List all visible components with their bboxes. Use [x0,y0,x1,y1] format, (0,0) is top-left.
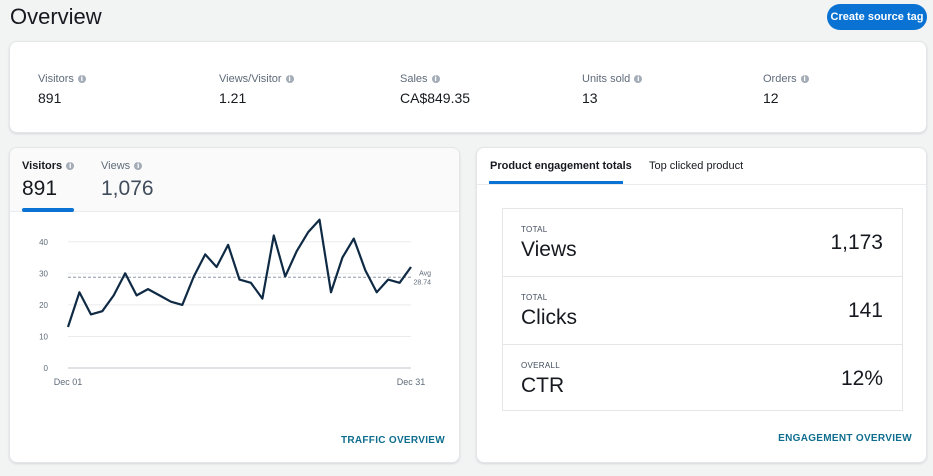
info-icon[interactable]: i [66,162,75,170]
y-tick-label: 0 [44,364,49,373]
active-tab-indicator [22,208,74,212]
stat-value: 12% [840,367,883,390]
tab-label: Views [101,160,131,172]
engagement-tabs: Product engagement totals Top clicked pr… [477,148,926,185]
page-title: Overview [10,4,102,29]
y-tick-label: 30 [39,269,48,278]
tab-views[interactable]: Views i 1,076 [101,160,154,201]
metric-sales: Sales i CA$849.35 [400,73,470,106]
traffic-tabs: Visitors i 891 Views i 1,076 [10,148,459,212]
traffic-card: Visitors i 891 Views i 1,076 0 10 20 30 40 Avg 2… [9,147,460,463]
y-tick-label: 10 [39,332,48,341]
tab-label: Visitors [22,160,63,172]
stat-ctr: OVERALL CTR 12% [503,345,902,413]
engagement-stats: TOTAL Views 1,173 TOTAL Clicks 141 OVERA… [502,208,903,411]
tab-top-clicked-product[interactable]: Top clicked product [649,160,744,172]
info-icon[interactable]: i [431,75,440,83]
info-icon[interactable]: i [800,75,809,83]
tab-value: 891 [22,177,58,200]
metric-value: 13 [582,90,598,106]
info-icon[interactable]: i [285,75,294,83]
stat-name: Clicks [521,306,577,329]
metric-label: Orders [763,73,797,85]
stat-clicks: TOTAL Clicks 141 [503,277,902,345]
metric-label: Units sold [582,73,631,85]
active-tab-indicator [489,181,623,184]
visitors-line-chart: 0 10 20 30 40 Avg 28.74 Dec 01 Dec 31 [39,218,431,387]
stat-value: 1,173 [830,231,883,254]
create-source-tag-button[interactable]: Create source tag [827,4,927,30]
metric-label: Sales [400,73,428,85]
tab-visitors[interactable]: Visitors i 891 [22,160,75,201]
engagement-card: Product engagement totals Top clicked pr… [476,147,927,463]
tab-product-engagement-totals[interactable]: Product engagement totals [490,160,632,172]
metric-value: 1.21 [219,90,247,106]
tab-value: 1,076 [101,177,154,200]
info-icon[interactable]: i [634,75,643,83]
x-tick-label: Dec 01 [54,377,83,387]
metric-visitors: Visitors i 891 [38,73,86,106]
info-icon[interactable]: i [134,162,143,170]
stat-value: 141 [847,299,883,322]
x-tick-label: Dec 31 [397,377,426,387]
stat-caption: TOTAL [521,293,548,302]
average-value: 28.74 [413,279,431,286]
metric-label: Views/Visitor [219,73,282,85]
info-icon[interactable]: i [77,75,86,83]
stat-name: Views [521,238,577,261]
y-tick-label: 20 [39,301,48,310]
metric-units-sold: Units sold i 13 [582,73,643,106]
stat-views: TOTAL Views 1,173 [503,209,902,277]
series-line [66,218,412,328]
metric-value: CA$849.35 [400,90,471,106]
metric-orders: Orders i 12 [763,73,809,106]
engagement-overview-link[interactable]: ENGAGEMENT OVERVIEW [778,433,912,444]
metric-views-per-visitor: Views/Visitor i 1.21 [219,73,294,106]
metric-label: Visitors [38,73,74,85]
average-label: Avg [419,270,431,277]
metric-value: 891 [38,90,62,106]
metrics-summary-card: Visitors i 891 Views/Visitor i 1.21 Sales i… [9,41,927,133]
stat-caption: OVERALL [521,361,561,370]
stat-name: CTR [521,374,565,397]
metric-value: 12 [763,90,779,106]
traffic-overview-link[interactable]: TRAFFIC OVERVIEW [340,435,445,446]
stat-caption: TOTAL [521,225,548,234]
y-tick-label: 40 [39,238,48,247]
